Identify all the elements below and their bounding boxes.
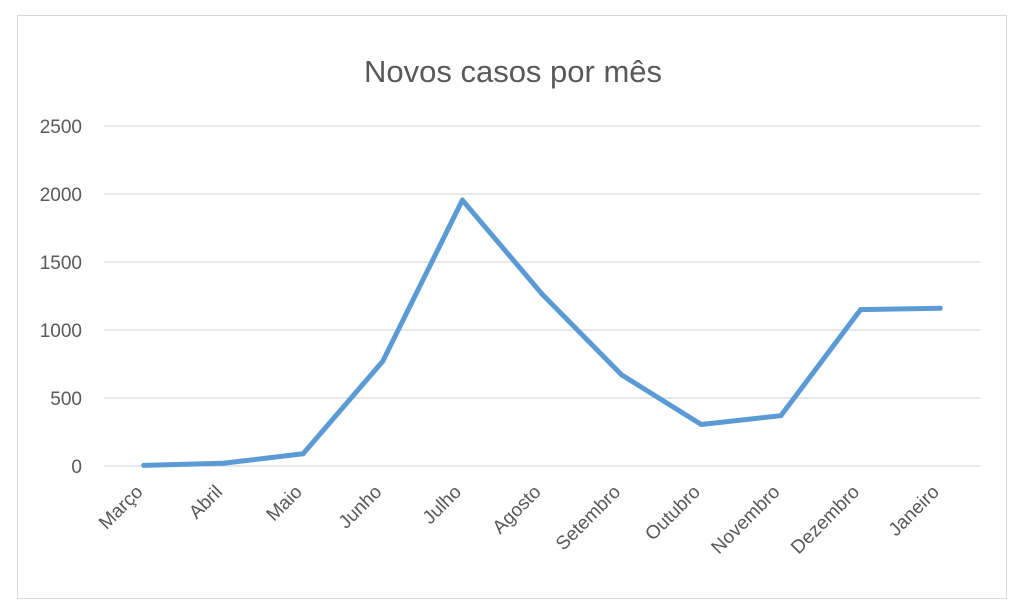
x-tick-label: Agosto bbox=[489, 482, 546, 539]
data-point bbox=[619, 372, 625, 378]
x-tick-label: Novembro bbox=[708, 482, 785, 559]
y-axis-ticks: 0 500 1000 1500 2000 2500 bbox=[40, 117, 82, 478]
gridlines bbox=[104, 125, 980, 467]
x-tick-label: Maio bbox=[263, 482, 307, 526]
x-tick-label: Julho bbox=[419, 482, 466, 529]
x-tick-label: Janeiro bbox=[885, 482, 944, 541]
data-point bbox=[141, 462, 147, 468]
chart-frame bbox=[17, 15, 1007, 599]
y-tick-label: 500 bbox=[50, 389, 82, 410]
data-point bbox=[300, 451, 306, 457]
y-tick-label: 1000 bbox=[40, 321, 82, 342]
series-line bbox=[141, 197, 943, 468]
x-tick-label: Abril bbox=[185, 482, 227, 524]
data-point bbox=[937, 305, 943, 311]
x-tick-label: Outubro bbox=[641, 482, 704, 545]
data-point bbox=[698, 422, 704, 428]
x-axis-ticks: Março Abril Maio Junho Julho Agosto Setembro Ou… bbox=[95, 482, 944, 559]
data-point bbox=[380, 358, 386, 364]
y-tick-label: 2500 bbox=[40, 117, 82, 138]
x-tick-label: Dezembro bbox=[787, 482, 864, 559]
x-tick-label: Junho bbox=[335, 482, 386, 533]
series-group bbox=[141, 197, 943, 468]
data-point bbox=[459, 197, 465, 203]
data-point bbox=[539, 291, 545, 297]
x-tick-label: Setembro bbox=[552, 482, 625, 555]
chart-title: Novos casos por mês bbox=[364, 54, 662, 89]
data-point bbox=[220, 460, 226, 466]
x-tick-label: Março bbox=[95, 482, 147, 534]
y-tick-label: 2000 bbox=[40, 185, 82, 206]
y-tick-label: 0 bbox=[71, 457, 82, 478]
data-point bbox=[858, 307, 864, 313]
y-tick-label: 1500 bbox=[40, 253, 82, 274]
data-point bbox=[778, 413, 784, 419]
